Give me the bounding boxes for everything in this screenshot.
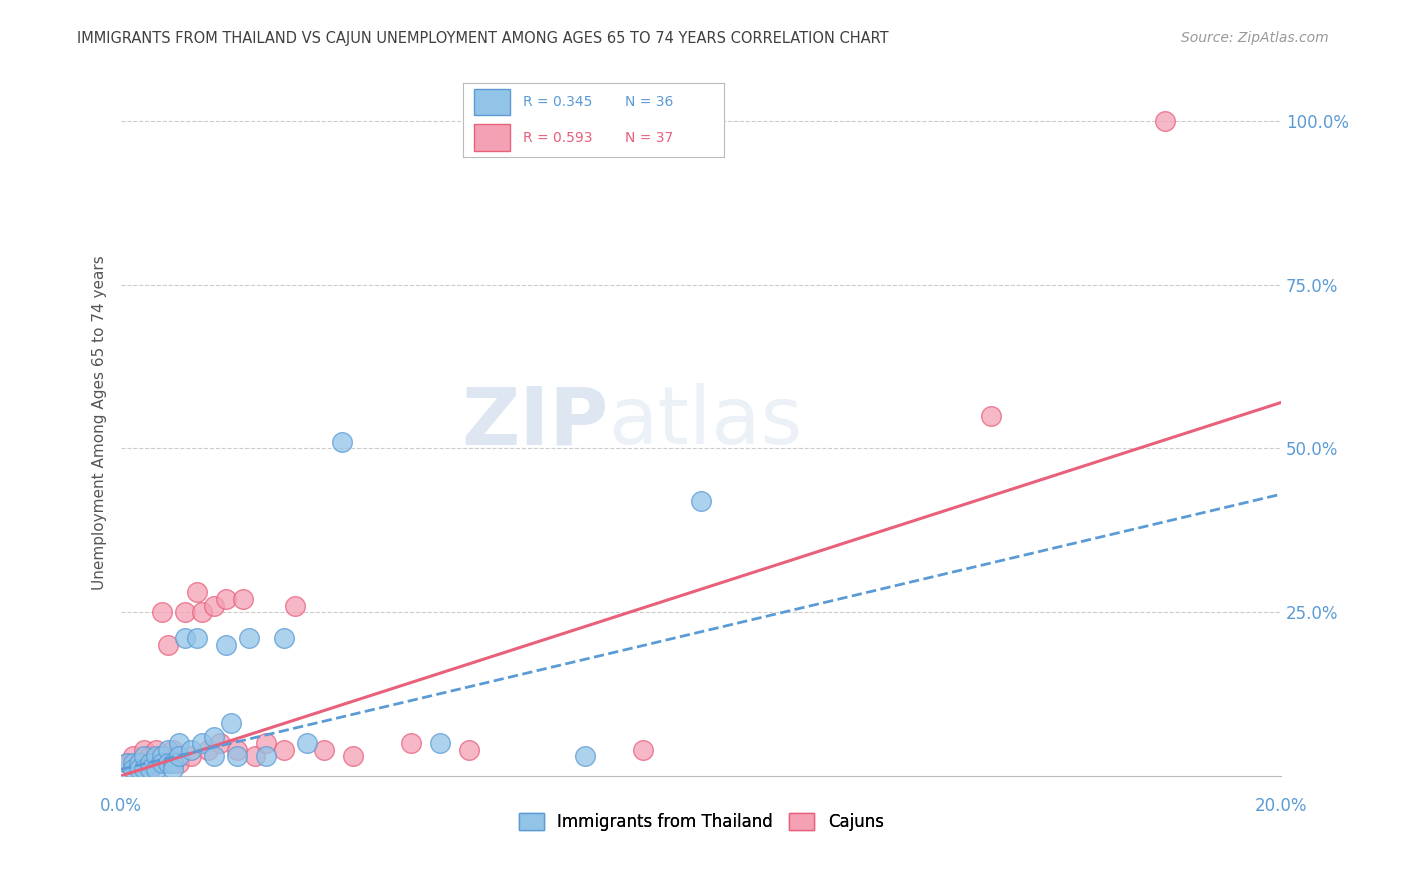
Point [254,749,277,764]
Point [121,762,143,776]
Point [174,605,197,619]
Point [295,736,318,750]
Point [167,749,190,764]
Text: 20.0%: 20.0% [1254,797,1308,814]
Point [150,749,173,764]
Point [214,592,236,607]
Point [134,756,156,770]
Point [128,756,150,770]
Point [1154,114,1177,128]
Point [156,756,179,770]
Point [134,742,156,756]
Point [145,749,167,764]
Text: IMMIGRANTS FROM THAILAND VS CAJUN UNEMPLOYMENT AMONG AGES 65 TO 74 YEARS CORRELA: IMMIGRANTS FROM THAILAND VS CAJUN UNEMPL… [77,31,889,46]
Point [226,749,249,764]
Text: Source: ZipAtlas.com: Source: ZipAtlas.com [1181,31,1329,45]
Point [202,749,225,764]
Point [226,742,249,756]
Point [273,742,295,756]
Text: atlas: atlas [609,384,803,461]
Point [186,632,208,646]
Point [145,742,167,756]
Point [162,756,184,770]
Point [139,762,162,776]
Point [197,742,219,756]
Text: 0.0%: 0.0% [100,797,142,814]
Point [273,632,295,646]
Point [330,434,353,449]
Point [429,736,451,750]
Point [574,749,596,764]
Y-axis label: Unemployment Among Ages 65 to 74 years: Unemployment Among Ages 65 to 74 years [93,255,107,590]
Point [221,716,243,731]
Point [314,742,336,756]
Point [167,749,190,764]
Point [180,742,202,756]
Point [162,742,184,756]
Point [202,599,225,613]
Point [150,756,173,770]
Point [167,756,190,770]
Point [342,749,364,764]
Point [139,749,162,764]
Text: ZIP: ZIP [461,384,609,461]
Point [191,605,214,619]
Point [128,756,150,770]
Point [180,749,202,764]
Point [156,638,179,652]
Point [139,756,162,770]
Point [115,756,138,770]
Point [214,638,236,652]
Point [121,749,143,764]
Point [145,762,167,776]
Point [690,493,713,508]
Legend: Immigrants from Thailand, Cajuns: Immigrants from Thailand, Cajuns [519,813,883,831]
Point [980,409,1002,423]
Point [121,756,143,770]
Point [134,762,156,776]
Point [254,736,277,750]
Point [162,762,184,776]
Point [202,730,225,744]
Point [186,585,208,599]
Point [208,736,231,750]
Point [115,756,138,770]
Point [145,756,167,770]
Point [232,592,254,607]
Point [156,756,179,770]
Point [167,736,190,750]
Point [458,742,481,756]
Point [134,749,156,764]
Point [399,736,422,750]
Point [150,605,173,619]
Point [191,736,214,750]
Point [150,749,173,764]
Point [284,599,307,613]
Point [174,632,197,646]
Point [139,762,162,776]
Point [243,749,266,764]
Point [238,632,260,646]
Point [156,742,179,756]
Point [631,742,654,756]
Point [128,762,150,776]
